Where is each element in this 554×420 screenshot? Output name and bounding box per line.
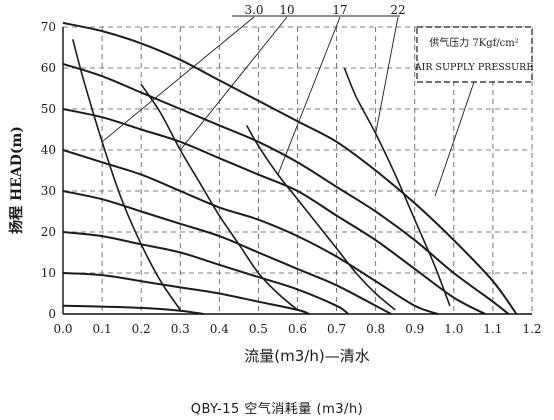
air-curve-label: 3.0 <box>244 3 263 17</box>
y-axis-label: 扬程 HEAD(m) <box>9 126 25 234</box>
air-consumption-curve <box>140 83 299 311</box>
air-consumption-curves: 3.0 10 17 22 <box>72 3 451 311</box>
pressure-curve <box>62 62 510 315</box>
x-tick-label: 0.6 <box>288 322 307 336</box>
y-tick-label: 50 <box>41 102 56 116</box>
air-curve-label: 22 <box>390 3 405 17</box>
x-tick-label: 1.0 <box>444 322 463 336</box>
legend-line-1: 供气压力 7Kgf/cm² <box>429 36 519 49</box>
x-tick-label: 0.7 <box>327 322 346 336</box>
x-tick-label: 1.2 <box>522 322 541 336</box>
air-curve-label: 10 <box>279 3 294 17</box>
y-tick-label: 70 <box>41 20 56 34</box>
x-tick-label: 1.1 <box>483 322 502 336</box>
legend: 供气压力 7Kgf/cm² AIR SUPPLY PRESSURE <box>414 26 534 197</box>
air-curve-leader-line <box>277 16 341 175</box>
y-tick-label: 40 <box>41 143 56 157</box>
x-tick-label: 0.3 <box>171 322 190 336</box>
x-axis-label: 流量(m3/h)—清水 <box>244 347 370 365</box>
x-tick-label: 0.4 <box>210 322 229 336</box>
x-tick-label: 0.8 <box>366 322 385 336</box>
legend-line-2: AIR SUPPLY PRESSURE <box>414 62 534 73</box>
air-consumption-curve <box>343 67 451 307</box>
tick-labels: 0.0 0.1 0.2 0.3 0.4 0.5 0.6 0.7 0.8 0.9 1.0 1.1 1.2 0… <box>41 20 542 336</box>
air-curve-leader-line <box>375 16 399 134</box>
legend-pointer-line <box>434 81 475 197</box>
axes <box>62 27 532 315</box>
x-tick-label: 0.2 <box>132 322 151 336</box>
x-tick-label: 0.5 <box>249 322 268 336</box>
y-tick-label: 20 <box>41 225 56 239</box>
pressure-curve <box>62 272 310 315</box>
x-tick-label: 0.0 <box>53 322 72 336</box>
y-tick-label: 30 <box>41 184 56 198</box>
x-tick-label: 0.1 <box>93 322 112 336</box>
legend-box <box>416 26 533 83</box>
air-curve-leader-line <box>101 16 255 143</box>
pressure-curve <box>62 304 204 315</box>
y-tick-label: 0 <box>48 307 56 321</box>
chart-caption: QBY-15 空气消耗量 (m3/h) <box>190 402 364 417</box>
y-tick-label: 60 <box>41 61 56 75</box>
pressure-curve <box>62 149 439 315</box>
pressure-curve <box>62 231 349 315</box>
pressure-curve <box>62 108 486 315</box>
air-curve-leader-line <box>179 16 288 151</box>
air-consumption-curve <box>72 39 181 311</box>
pressure-curve <box>62 21 518 315</box>
y-tick-label: 10 <box>41 266 56 280</box>
air-curve-label: 17 <box>332 3 347 17</box>
x-tick-label: 0.9 <box>405 322 424 336</box>
pressure-curves <box>62 21 518 315</box>
air-consumption-curve <box>246 125 396 311</box>
